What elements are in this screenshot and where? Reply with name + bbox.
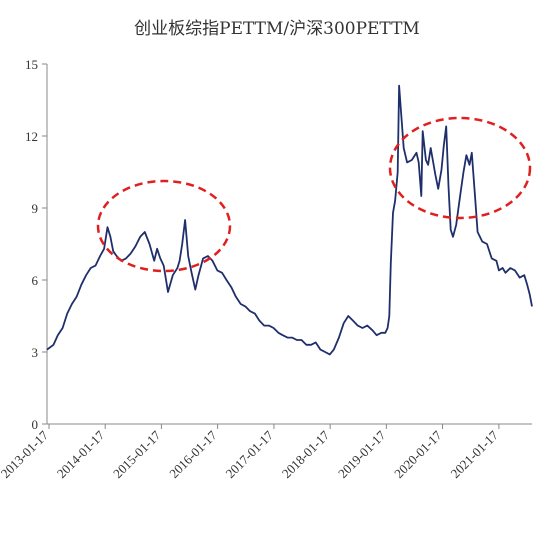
annotations [96, 116, 532, 273]
x-tick-label: 2018-01-17 [279, 427, 333, 481]
x-tick-label: 2019-01-17 [335, 427, 389, 481]
highlight-ellipse-2014-2015 [96, 179, 232, 273]
x-tick-label: 2020-01-17 [391, 427, 445, 481]
series-layer [46, 84, 533, 356]
x-tick-label: 2021-01-17 [448, 427, 502, 481]
y-tick-label: 12 [25, 129, 38, 144]
y-tick-label: 9 [32, 201, 39, 216]
x-tick-label: 2013-01-17 [0, 427, 51, 481]
y-tick-label: 6 [32, 273, 39, 288]
series-line-0 [46, 84, 533, 356]
x-tick-label: 2014-01-17 [54, 427, 108, 481]
x-tick-label: 2015-01-17 [110, 427, 164, 481]
x-tick-label: 2017-01-17 [223, 427, 277, 481]
y-tick-label: 3 [32, 345, 39, 360]
x-tick-label: 2016-01-17 [166, 427, 220, 481]
y-tick-label: 15 [25, 57, 38, 72]
chart-title: 创业板综指PETTM/沪深300PETTM [134, 19, 420, 39]
y-tick-label: 0 [32, 417, 39, 432]
highlight-ellipse-2019-2020 [388, 116, 532, 220]
